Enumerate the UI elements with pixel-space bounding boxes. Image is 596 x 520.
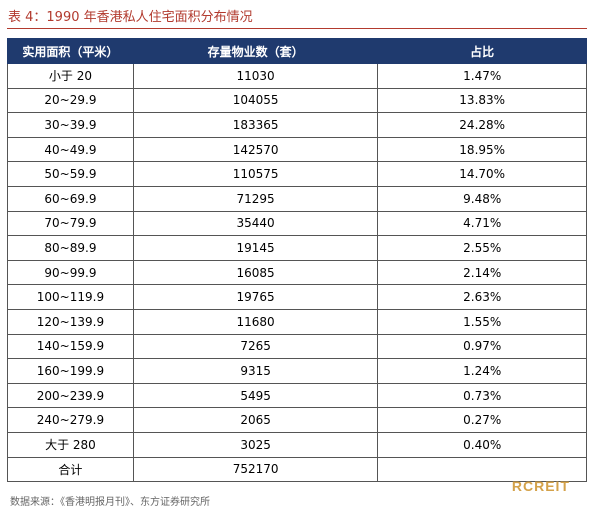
table-cell: 2.14% xyxy=(377,259,587,286)
title-rule xyxy=(7,28,587,29)
data-table: 实用面积（平米） 存量物业数（套） 占比 小于 20 11030 1.47% 20~29.… xyxy=(7,38,587,483)
table-cell: 90~99.9 xyxy=(7,259,134,286)
table-cell: 11030 xyxy=(132,63,379,89)
table-cell: 2065 xyxy=(132,407,379,433)
table-cell: 183365 xyxy=(132,112,379,138)
table-cell: 0.97% xyxy=(377,333,587,360)
table-cell: 0.27% xyxy=(377,407,587,433)
table-cell: 合计 xyxy=(7,456,134,483)
table-title: 表 4：1990 年香港私人住宅面积分布情况 xyxy=(8,10,253,25)
table-row: 30~39.9 183365 24.28% xyxy=(7,112,587,138)
table-row: 100~119.9 19765 2.63% xyxy=(7,284,587,310)
table-cell: 70~79.9 xyxy=(7,210,134,237)
table-body: 小于 20 11030 1.47% 20~29.9 104055 13.83% 30~39.… xyxy=(7,63,587,483)
column-header: 实用面积（平米） xyxy=(7,38,134,64)
table-cell: 18.95% xyxy=(377,136,587,163)
table-cell: 24.28% xyxy=(377,112,587,138)
table-cell: 200~239.9 xyxy=(7,382,134,409)
table-cell: 2.55% xyxy=(377,235,587,261)
table-row: 80~89.9 19145 2.55% xyxy=(7,235,587,261)
table-cell: 140~159.9 xyxy=(7,333,134,360)
table-cell: 3025 xyxy=(132,431,379,458)
table-cell: 30~39.9 xyxy=(7,112,134,138)
table-cell: 50~59.9 xyxy=(7,161,134,187)
table-cell: 2.63% xyxy=(377,284,587,310)
table-cell: 16085 xyxy=(132,259,379,286)
empty-cell xyxy=(377,456,587,483)
table-row: 140~159.9 7265 0.97% xyxy=(7,333,587,360)
table-cell: 1.47% xyxy=(377,63,587,89)
table-row: 合计 752170 xyxy=(7,456,587,483)
table-cell: 80~89.9 xyxy=(7,235,134,261)
table-cell: 14.70% xyxy=(377,161,587,187)
table-row: 小于 20 11030 1.47% xyxy=(7,63,587,89)
table-cell: 110575 xyxy=(132,161,379,187)
watermark: RCREIT xyxy=(511,478,570,494)
table-cell: 120~139.9 xyxy=(7,308,134,335)
column-header: 占比 xyxy=(377,38,587,64)
table-cell: 60~69.9 xyxy=(7,185,134,212)
table-row: 70~79.9 35440 4.71% xyxy=(7,210,587,237)
table-cell: 752170 xyxy=(132,456,379,483)
table-row: 20~29.9 104055 13.83% xyxy=(7,87,587,114)
table-cell: 13.83% xyxy=(377,87,587,114)
table-row: 大于 280 3025 0.40% xyxy=(7,431,587,458)
table-cell: 71295 xyxy=(132,185,379,212)
table-cell: 142570 xyxy=(132,136,379,163)
table-cell: 11680 xyxy=(132,308,379,335)
table-row: 40~49.9 142570 18.95% xyxy=(7,136,587,163)
table-row: 50~59.9 110575 14.70% xyxy=(7,161,587,187)
table-cell: 20~29.9 xyxy=(7,87,134,114)
table-row: 200~239.9 5495 0.73% xyxy=(7,382,587,409)
table-row: 60~69.9 71295 9.48% xyxy=(7,185,587,212)
table-cell: 104055 xyxy=(132,87,379,114)
table-row: 120~139.9 11680 1.55% xyxy=(7,308,587,335)
table-cell: 35440 xyxy=(132,210,379,237)
source-note: 数据来源：《香港明报月刊》、东方证券研究所 xyxy=(10,497,210,508)
table-cell: 40~49.9 xyxy=(7,136,134,163)
table-row: 240~279.9 2065 0.27% xyxy=(7,407,587,433)
table-cell: 9315 xyxy=(132,358,379,384)
column-header: 存量物业数（套） xyxy=(132,38,379,64)
header-row: 实用面积（平米） 存量物业数（套） 占比 xyxy=(7,38,587,64)
table-cell: 0.73% xyxy=(377,382,587,409)
table-cell: 4.71% xyxy=(377,210,587,237)
table-cell: 9.48% xyxy=(377,185,587,212)
table-cell: 大于 280 xyxy=(7,431,134,458)
table-cell: 19145 xyxy=(132,235,379,261)
table-cell: 240~279.9 xyxy=(7,407,134,433)
table-cell: 7265 xyxy=(132,333,379,360)
table-cell: 1.55% xyxy=(377,308,587,335)
table-cell: 5495 xyxy=(132,382,379,409)
table-cell: 1.24% xyxy=(377,358,587,384)
table-row: 160~199.9 9315 1.24% xyxy=(7,358,587,384)
table-cell: 0.40% xyxy=(377,431,587,458)
table-cell: 100~119.9 xyxy=(7,284,134,310)
table-cell: 160~199.9 xyxy=(7,358,134,384)
table-row: 90~99.9 16085 2.14% xyxy=(7,259,587,286)
table-cell: 19765 xyxy=(132,284,379,310)
table-cell: 小于 20 xyxy=(7,63,134,89)
